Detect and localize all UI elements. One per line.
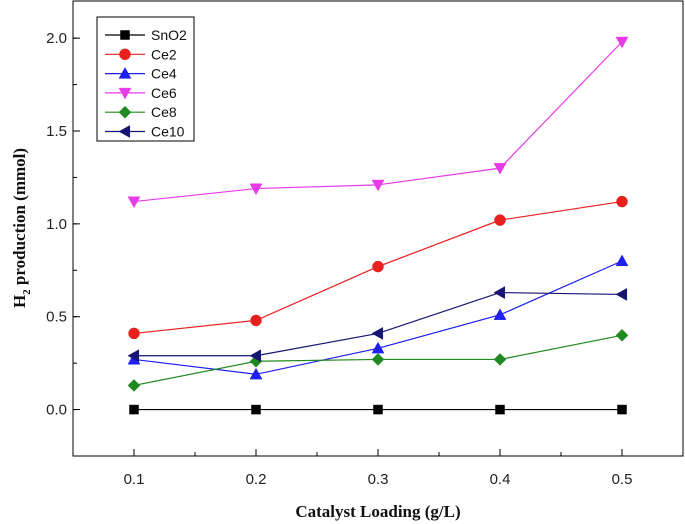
data-point [615,254,629,267]
data-point [616,195,628,208]
data-point [493,308,507,320]
data-point [371,327,384,340]
data-point [127,196,141,209]
data-point [493,353,507,366]
data-point [372,260,384,273]
y-axis-title-sub: 2 [21,289,33,295]
x-tick-label: 0.1 [124,471,145,488]
legend-marker [118,67,132,79]
data-point [615,36,629,49]
data-point [249,349,262,363]
legend-label: Ce10 [151,124,185,140]
data-point [371,179,385,192]
legend: SnO2 Ce2 Ce4 Ce6 Ce8 Ce10 [105,27,187,140]
series-ce6 [127,36,629,209]
legend-label: Ce8 [151,104,177,120]
data-point [615,328,629,342]
legend-label: Ce2 [151,46,177,62]
y-tick-label: 1.0 [46,216,67,233]
legend-box [96,16,195,142]
data-point [249,183,263,196]
x-axis-title: Catalyst Loading (g/L) [295,502,460,521]
legend-marker [118,125,131,138]
data-point [129,404,139,415]
legend-item: Ce8 [105,104,177,120]
data-point [493,163,507,175]
data-point [617,404,627,415]
legend-item: Ce6 [105,85,177,101]
y-tick-label: 2.0 [46,30,67,47]
data-point [251,404,261,415]
data-point [495,404,505,415]
legend-label: Ce6 [151,85,177,101]
data-point [615,288,628,301]
x-tick-label: 0.2 [246,471,267,488]
series-line [133,41,623,203]
series-ce8 [127,328,629,392]
y-axis-title: H2 production (mmol) [10,148,33,308]
series-sno2 [129,404,627,415]
data-point [494,214,506,226]
data-point [373,404,383,415]
data-point [493,286,506,299]
series-layer [127,36,629,415]
legend-marker [119,48,131,61]
y-tick-label: 1.5 [46,123,67,140]
data-point [127,349,140,363]
y-tick-label: 0.0 [46,402,67,419]
legend-item: Ce4 [105,66,177,82]
y-axis-title-main: H [10,295,29,308]
series-ce10 [127,286,628,363]
y-tick-label: 0.5 [46,309,67,326]
legend-marker [118,105,132,119]
axis-ticks: 0.1 0.2 0.3 0.4 0.5 0.0 0.5 1.0 1.5 2.0 [46,30,684,488]
legend-label: Ce4 [151,66,177,82]
legend-item: SnO2 [105,27,187,43]
y-axis-title-rest: production (mmol) [10,148,29,289]
data-point [249,367,263,380]
x-tick-label: 0.4 [490,471,511,488]
data-point [128,327,140,340]
legend-item: Ce2 [105,46,177,62]
data-point [371,353,385,366]
legend-marker [120,30,130,40]
series-ce2 [128,195,628,340]
x-tick-label: 0.3 [368,471,389,488]
data-point [127,379,141,392]
data-point [250,314,262,327]
x-tick-label: 0.5 [612,471,633,488]
legend-marker [118,87,132,100]
legend-label: SnO2 [151,27,187,43]
legend-item: Ce10 [105,124,185,140]
